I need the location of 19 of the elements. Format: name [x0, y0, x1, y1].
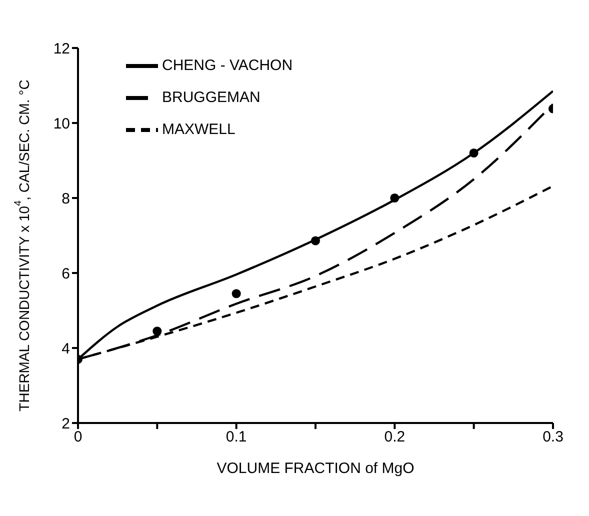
point — [232, 289, 241, 298]
x-tick-label: 0 — [74, 428, 82, 446]
y-tick-label: 10 — [53, 115, 70, 132]
x-tick-label: 0.2 — [384, 428, 406, 446]
point — [152, 326, 162, 336]
y-tick-label: 6 — [62, 265, 70, 282]
point — [469, 148, 478, 158]
x-tick-label: 0.1 — [226, 428, 247, 446]
x-tick-label: 0.3 — [542, 428, 564, 446]
y-tick-label: 4 — [62, 340, 70, 358]
point — [390, 193, 400, 203]
y-tick-label: 2 — [62, 415, 70, 432]
legend-label: CHENG - VACHON — [162, 56, 293, 74]
point — [310, 236, 320, 246]
x-axis-title: VOLUME FRACTION of MgO — [216, 460, 414, 477]
legend-label: MAXWELL — [162, 120, 236, 138]
y-tick-label: 12 — [53, 40, 70, 58]
y-tick-label: 8 — [62, 190, 70, 208]
legend-label: BRUGGEMAN — [162, 88, 260, 106]
